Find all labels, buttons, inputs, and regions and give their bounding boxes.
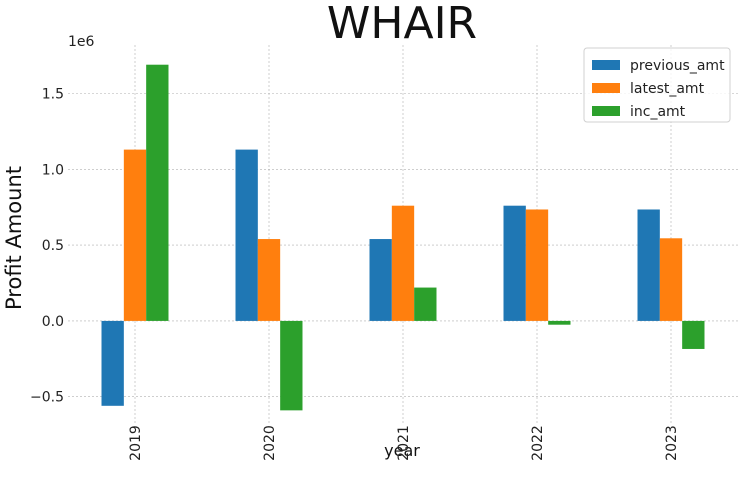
x-tick-label: 2022 [530, 425, 546, 461]
tick-labels: −0.5 0.0 0.5 1.0 1.5 2019 2020 2021 2022 2023 [30, 87, 680, 461]
bar-inc_amt [414, 287, 437, 321]
bar-latest_amt [525, 209, 549, 321]
y-axis-title: Profit Amount [2, 166, 26, 310]
legend: previous_amt latest_amt inc_amt [583, 47, 731, 123]
bar-previous_amt [637, 209, 660, 321]
x-axis-title: year [384, 441, 420, 460]
bar-latest_amt [123, 149, 147, 321]
legend-swatch [592, 60, 620, 70]
bar-previous_amt [235, 149, 258, 321]
legend-swatch [592, 106, 620, 116]
bar-inc_amt [280, 320, 303, 411]
legend-label: inc_amt [630, 104, 686, 120]
legend-box [583, 47, 731, 123]
bar-previous_amt [503, 205, 526, 321]
y-tick-label: 1.5 [42, 87, 64, 103]
bar-inc_amt [548, 320, 571, 325]
bar-latest_amt [391, 205, 415, 321]
y-tick-label: 1.0 [42, 162, 64, 178]
bars [101, 64, 705, 411]
legend-label: previous_amt [630, 58, 725, 74]
y-tick-label: 0.0 [42, 314, 64, 330]
bar-inc_amt [682, 320, 705, 349]
bar-previous_amt [101, 320, 124, 406]
bar-inc_amt [146, 64, 169, 321]
legend-label: latest_amt [630, 81, 705, 97]
x-tick-label: 2020 [262, 425, 278, 461]
x-tick-label: 2019 [128, 425, 144, 461]
bar-latest_amt [257, 239, 281, 321]
legend-swatch [592, 83, 620, 93]
bar-latest_amt [659, 238, 683, 321]
y-axis-offset-label: 1e6 [68, 34, 95, 50]
x-tick-label: 2021 [396, 425, 412, 461]
bar-previous_amt [369, 239, 392, 321]
chart-title: WHAIR [327, 0, 477, 49]
y-tick-label: 0.5 [42, 238, 64, 254]
x-tick-label: 2023 [664, 425, 680, 461]
y-tick-label: −0.5 [30, 390, 64, 406]
